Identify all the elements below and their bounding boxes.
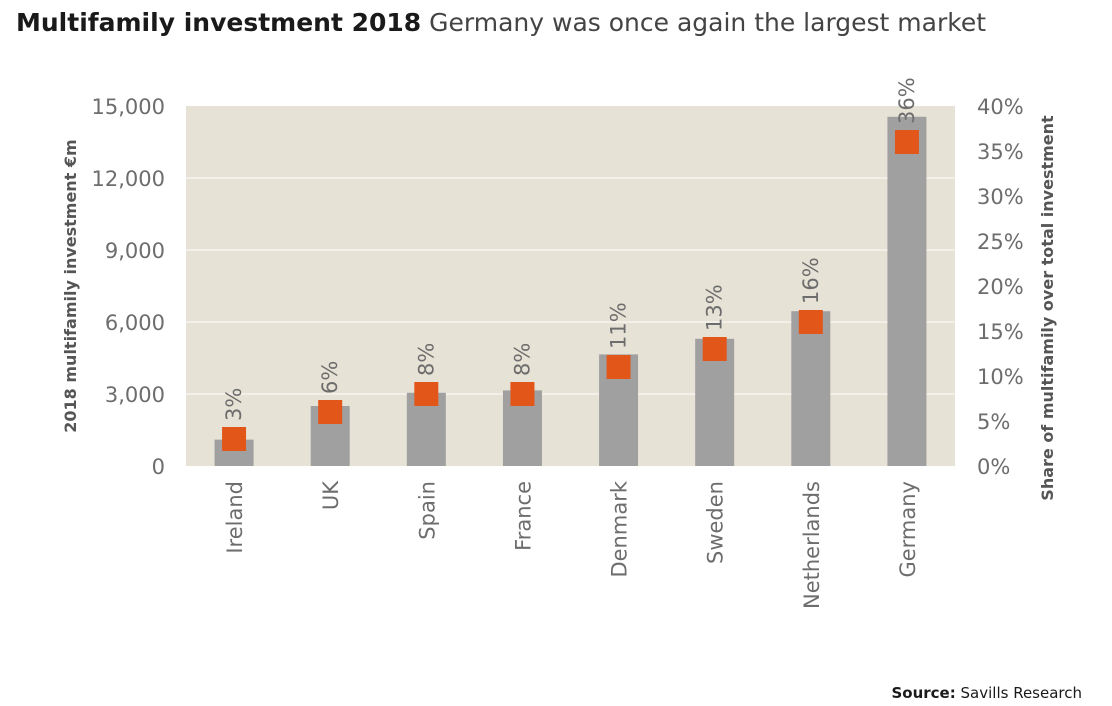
right-tick-label: 30%: [977, 185, 1024, 209]
source-note: Source: Savills Research: [891, 684, 1082, 702]
share-data-label: 16%: [799, 257, 823, 304]
share-marker-germany: [894, 130, 919, 154]
category-labels: Ireland UK Spain France Denmark Sweden Netherl…: [223, 480, 920, 609]
share-data-label: 11%: [607, 302, 631, 349]
share-marker-spain: [414, 382, 439, 406]
share-marker-denmark: [606, 355, 631, 379]
share-marker-uk: [318, 400, 343, 424]
left-tick-label: 0: [152, 455, 165, 479]
chart-title-rest: Germany was once again the largest marke…: [429, 8, 987, 37]
bar-germany: [887, 116, 927, 467]
category-label: France: [511, 481, 535, 551]
right-tick-label: 35%: [977, 140, 1024, 164]
share-markers: [222, 130, 919, 451]
share-data-label: 8%: [510, 343, 534, 376]
right-tick-label: 20%: [977, 275, 1024, 299]
right-tick-label: 25%: [977, 230, 1024, 254]
bar-netherlands: [791, 311, 831, 466]
plot-area: [186, 106, 955, 466]
right-tick-label: 15%: [977, 320, 1024, 344]
category-label: Denmark: [608, 480, 632, 577]
share-data-label: 13%: [703, 284, 727, 331]
share-marker-netherlands: [798, 310, 823, 334]
share-data-label: 8%: [414, 343, 438, 376]
right-axis-label: Share of multifamily over total investme…: [1038, 115, 1057, 501]
category-label: Germany: [896, 481, 920, 578]
right-tick-label: 5%: [977, 410, 1010, 434]
category-label: Ireland: [223, 481, 247, 554]
source-label: Source:: [891, 684, 956, 702]
chart-title-bold: Multifamily investment 2018: [16, 8, 422, 37]
data-labels: 3% 6% 8% 8% 11% 13% 16% 36%: [222, 77, 919, 421]
share-data-label: 3%: [222, 388, 246, 421]
left-tick-label: 3,000: [105, 383, 165, 407]
left-tick-label: 9,000: [105, 239, 165, 263]
source-text: Savills Research: [960, 684, 1082, 702]
right-tick-label: 0%: [977, 455, 1010, 479]
share-marker-sweden: [702, 337, 727, 361]
category-label: Sweden: [704, 481, 728, 564]
share-marker-ireland: [222, 427, 247, 451]
left-axis-label: 2018 multifamily investment €m: [61, 139, 80, 432]
share-marker-france: [510, 382, 535, 406]
category-label: Netherlands: [800, 481, 824, 609]
left-tick-label: 12,000: [92, 167, 165, 191]
right-axis-ticks: 0% 5% 10% 15% 20% 25% 30% 35% 40%: [977, 95, 1024, 479]
right-tick-label: 40%: [977, 95, 1024, 119]
chart-title: Multifamily investment 2018 Germany was …: [16, 8, 986, 37]
share-data-label: 6%: [318, 361, 342, 394]
category-label: UK: [319, 480, 343, 510]
category-label: Spain: [415, 481, 439, 540]
left-axis-ticks: 0 3,000 6,000 9,000 12,000 15,000: [92, 95, 165, 479]
left-tick-label: 15,000: [92, 95, 165, 119]
share-data-label: 36%: [895, 77, 919, 124]
left-tick-label: 6,000: [105, 311, 165, 335]
right-tick-label: 10%: [977, 365, 1024, 389]
